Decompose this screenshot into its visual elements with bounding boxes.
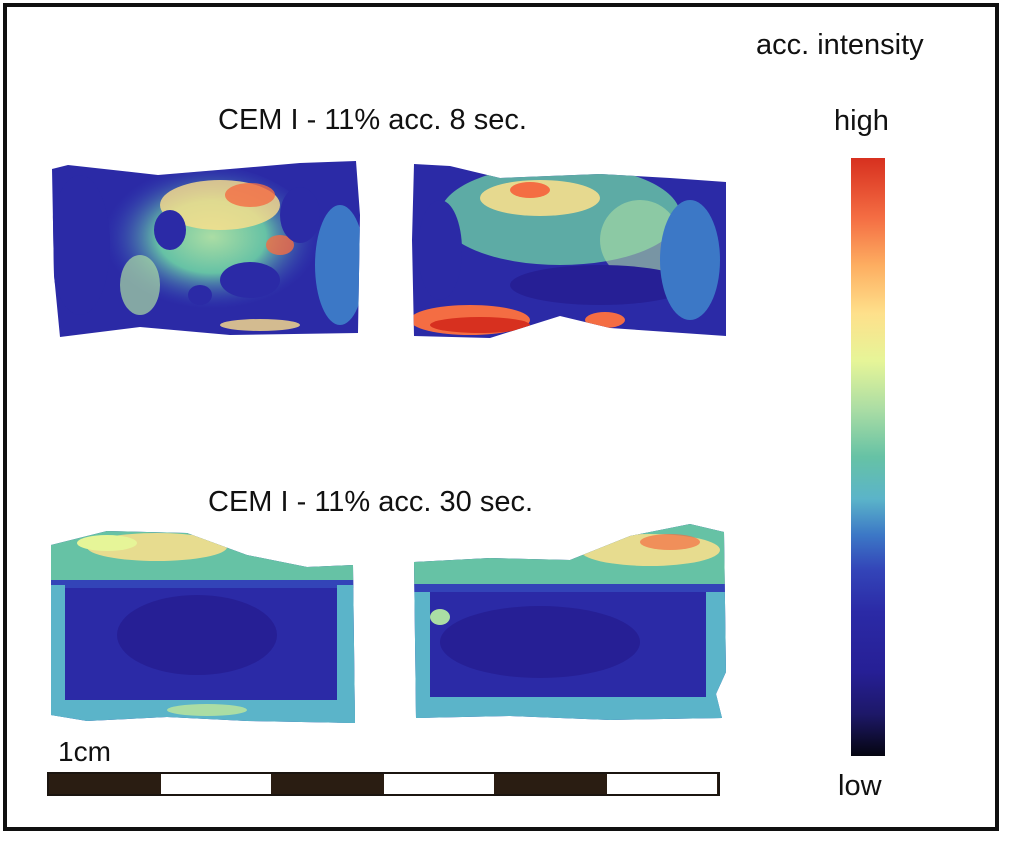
scale-segment [382,774,495,794]
top-condition-title: CEM I - 11% acc. 8 sec. [218,104,527,136]
scale-bar-label: 1cm [58,736,111,767]
legend-high-label: high [834,105,889,137]
legend-title: acc. intensity [756,29,924,61]
scale-segment [605,774,718,794]
legend-low-label: low [838,770,882,802]
bottom-condition-title: CEM I - 11% acc. 30 sec. [208,486,534,518]
scale-segment [49,774,160,794]
scale-segment [495,774,606,794]
scale-segment [272,774,383,794]
sample-30sec-left [47,525,357,725]
scale-bar [47,772,720,796]
intensity-colorbar [851,158,885,756]
sample-30sec-right [410,522,730,722]
scale-segment [159,774,272,794]
sample-8sec-right [410,160,728,340]
sample-8sec-left [50,155,362,340]
